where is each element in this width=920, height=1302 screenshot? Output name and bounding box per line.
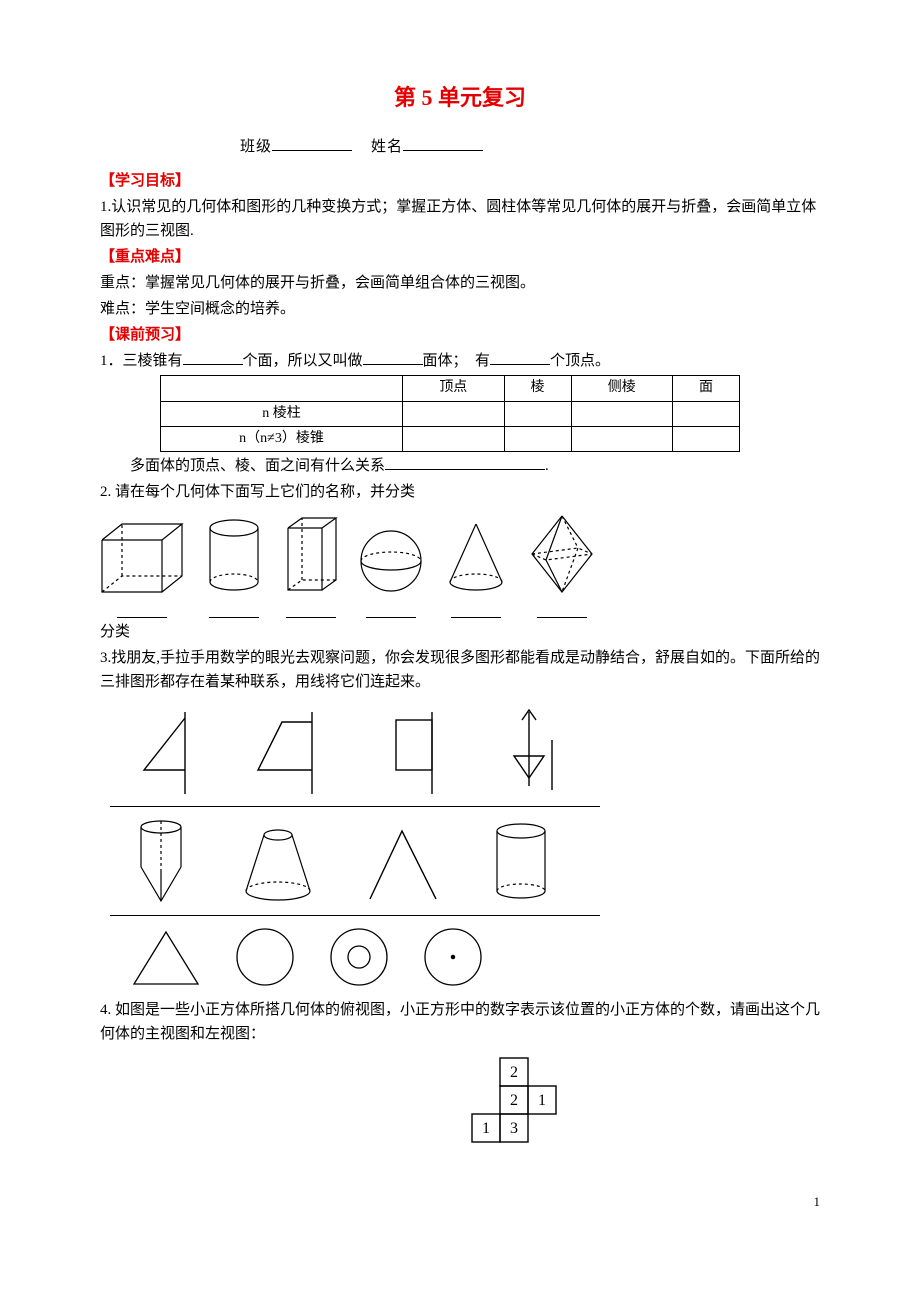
q1-line: 1．三棱锥有 个面，所以又叫做 面体； 有 个顶点。 — [100, 349, 820, 373]
shape-label-sphere — [366, 602, 416, 618]
q4-text: 4. 如图是一些小正方体所搭几何体的俯视图，小正方形中的数字表示该位置的小正方体… — [100, 998, 820, 1046]
q3-row3 — [130, 926, 820, 988]
q3-shape-arrow-tri — [494, 704, 564, 796]
page-number: 1 — [100, 1192, 820, 1213]
q1-prefix: 1．三棱锥有 — [100, 353, 183, 369]
keydiff-diff: 难点：学生空间概念的培养。 — [100, 297, 820, 321]
svg-text:2: 2 — [510, 1092, 518, 1109]
table-cell — [504, 426, 571, 451]
q3-row1 — [130, 704, 820, 796]
q3-shape-trap-flag — [248, 708, 328, 796]
q1-blank1 — [183, 349, 243, 365]
table-header: 棱 — [504, 376, 571, 401]
q2-text: 2. 请在每个几何体下面写上它们的名称，并分类 — [100, 480, 820, 504]
goals-body: 1.认识常见的几何体和图形的几种变换方式；掌握正方体、圆柱体等常见几何体的展开与… — [100, 195, 820, 243]
svg-text:1: 1 — [538, 1092, 546, 1109]
table-header: 侧棱 — [571, 376, 673, 401]
shape-octahedron — [528, 514, 596, 618]
table-header: 顶点 — [403, 376, 505, 401]
q3-separator-1 — [110, 806, 600, 807]
q3-shape-caret — [364, 825, 442, 905]
goals-head: 【学习目标】 — [100, 173, 190, 189]
class-label: 班级 — [240, 139, 272, 155]
svg-text:1: 1 — [482, 1120, 490, 1137]
table-cell — [504, 401, 571, 426]
q1-blank2 — [363, 349, 423, 365]
table-cell: n 棱柱 — [161, 401, 403, 426]
keydiff-key: 重点：掌握常见几何体的展开与折叠，会画简单组合体的三视图。 — [100, 271, 820, 295]
q3-shape-triangle-flag — [130, 708, 200, 796]
q1-suffix: 个顶点。 — [550, 353, 610, 369]
q1-tail-prefix: 多面体的顶点、棱、面之间有什么关系 — [130, 458, 385, 474]
q3-shape-cylinder2 — [490, 821, 552, 905]
table-cell — [571, 426, 673, 451]
q3-row2 — [130, 817, 820, 905]
shape-label-cylinder — [209, 602, 259, 618]
q4-grid: 2 2 1 1 3 — [470, 1056, 820, 1152]
q2-shapes-row — [100, 514, 820, 618]
name-line: 班级 姓名 — [100, 135, 820, 159]
q3-shape-frustum — [240, 825, 316, 905]
keydiff-head: 【重点难点】 — [100, 249, 190, 265]
q3-text: 3.找朋友,手拉手用数学的眼光去观察问题，你会发现很多图形都能看成是动静结合，舒… — [100, 646, 820, 694]
shape-cuboid — [100, 522, 184, 618]
table-cell — [673, 426, 740, 451]
table-header — [161, 376, 403, 401]
q3-shape-triangle — [130, 928, 202, 988]
table-cell: n（n≠3）棱锥 — [161, 426, 403, 451]
shape-cylinder — [204, 518, 264, 618]
q1-tail-suffix: . — [545, 458, 549, 474]
q1-tail-blank — [385, 454, 545, 470]
table-cell — [403, 401, 505, 426]
name-label: 姓名 — [371, 139, 403, 155]
shape-label-cone — [451, 602, 501, 618]
shape-label-cuboid — [117, 602, 167, 618]
shape-label-octahedron — [537, 602, 587, 618]
q1-mid2: 面体； 有 — [423, 353, 491, 369]
table-cell — [673, 401, 740, 426]
table-header: 面 — [673, 376, 740, 401]
svg-text:3: 3 — [510, 1120, 518, 1137]
shape-cone — [444, 520, 508, 618]
shape-prism — [284, 516, 338, 618]
q3-shape-circle-dot — [422, 926, 484, 988]
page-title: 第 5 单元复习 — [100, 80, 820, 115]
svg-text:2: 2 — [510, 1064, 518, 1081]
shape-label-prism — [286, 602, 336, 618]
q1-mid1: 个面，所以又叫做 — [243, 353, 363, 369]
class-blank — [272, 135, 352, 151]
q3-separator-2 — [110, 915, 600, 916]
table-cell — [571, 401, 673, 426]
q1-tail: 多面体的顶点、棱、面之间有什么关系. — [100, 454, 820, 478]
q2-classify: 分类 — [100, 620, 820, 644]
name-blank — [403, 135, 483, 151]
q3-shape-pencil — [130, 817, 192, 905]
q3-shape-circle — [234, 926, 296, 988]
q3-shape-ring — [328, 926, 390, 988]
table-cell — [403, 426, 505, 451]
prestudy-head: 【课前预习】 — [100, 327, 190, 343]
shape-sphere — [358, 528, 424, 618]
q1-table: 顶点棱侧棱面 n 棱柱n（n≠3）棱锥 — [160, 375, 740, 452]
q3-shape-rect-flag — [376, 708, 446, 796]
q1-blank3 — [490, 349, 550, 365]
